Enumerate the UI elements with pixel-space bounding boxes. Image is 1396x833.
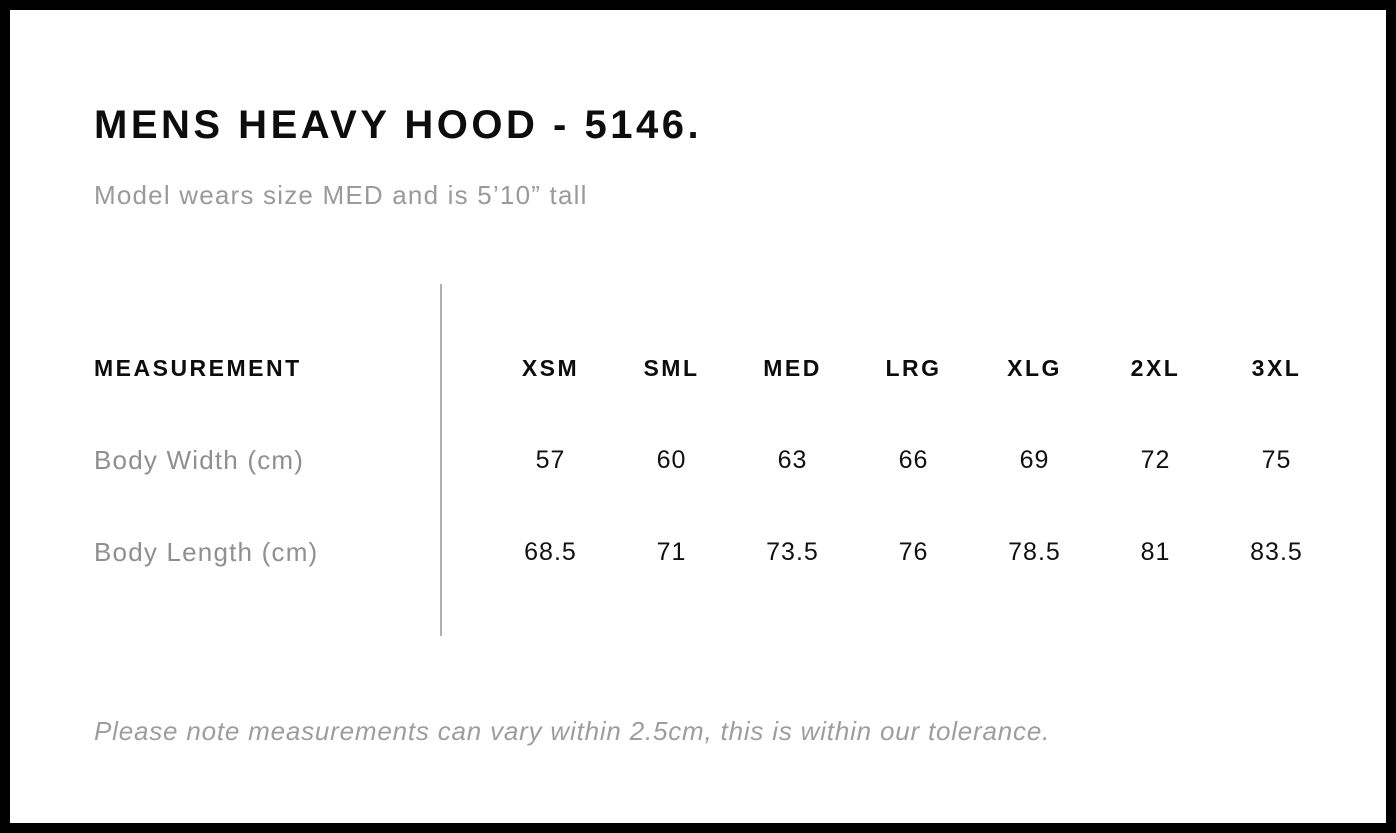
size-chart-table: MEASUREMENT XSM SML MED LRG XLG 2XL 3XL … [94,322,1337,598]
body-width-3xl: 75 [1261,445,1292,474]
column-header-xlg: XLG [1007,354,1062,381]
body-width-sml: 60 [656,445,687,474]
column-header-sml: SML [643,354,700,381]
column-header-xsm: XSM [521,354,580,381]
row-label-body-length: Body Length (cm) [94,536,319,567]
model-size-info: Model wears size MED and is 5’10” tall [94,180,588,210]
body-length-xsm: 68.5 [524,537,577,566]
page-title: MENS HEAVY HOOD - 5146. [94,103,703,147]
body-length-2xl: 81 [1140,537,1171,566]
row-label-body-width: Body Width (cm) [94,444,305,475]
column-header-med: MED [763,354,822,381]
tolerance-note: Please note measurements can vary within… [94,716,1051,746]
body-width-xsm: 57 [535,445,566,474]
body-length-sml: 71 [656,537,687,566]
body-width-xlg: 69 [1019,445,1050,474]
body-length-lrg: 76 [898,537,929,566]
body-length-3xl: 83.5 [1250,537,1303,566]
body-width-2xl: 72 [1140,445,1171,474]
column-header-3xl: 3XL [1251,354,1302,381]
column-header-measurement: MEASUREMENT [94,354,302,381]
body-width-lrg: 66 [898,445,929,474]
body-length-med: 73.5 [766,537,819,566]
table-vertical-divider [440,284,442,636]
body-length-xlg: 78.5 [1008,537,1061,566]
column-header-2xl: 2XL [1130,354,1181,381]
column-header-lrg: LRG [885,354,942,381]
body-width-med: 63 [777,445,808,474]
